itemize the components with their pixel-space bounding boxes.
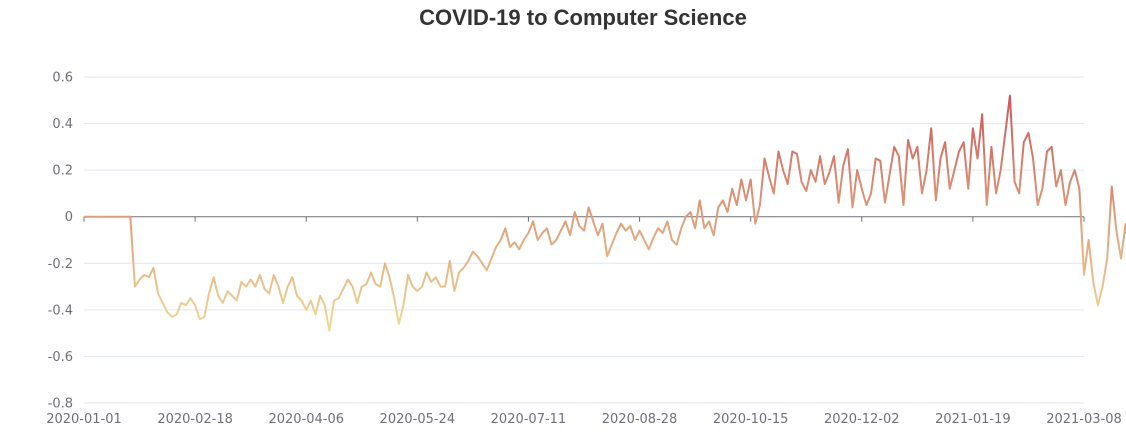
x-tick-label: 2021-01-19: [935, 412, 1011, 427]
y-tick-label: -0.8: [48, 397, 73, 412]
x-tick-label: 2020-02-18: [157, 412, 233, 427]
y-tick-label: -0.6: [48, 350, 73, 365]
series-group: [84, 94, 1126, 332]
y-tick-label: -0.2: [48, 257, 73, 272]
x-tick-label: 2021-03-08: [1046, 412, 1122, 427]
chart-title: COVID-19 to Computer Science: [419, 5, 747, 30]
y-tick-label: 0.2: [52, 164, 73, 179]
x-tick-label: 2020-10-15: [713, 412, 789, 427]
x-tick-label: 2020-08-28: [602, 412, 678, 427]
x-axis: 2020-01-01 2020-02-18 2020-04-06 2020-05-24…: [46, 216, 1122, 427]
x-tick-label: 2020-01-01: [46, 412, 122, 427]
grid-lines: [84, 76, 1084, 404]
y-tick-label: 0: [65, 210, 73, 225]
y-axis: -0.8 -0.6 -0.4 -0.2 0 0.2 0.4 0.6: [48, 71, 73, 412]
x-tick-label: 2020-05-24: [380, 412, 456, 427]
x-tick-label: 2020-04-06: [268, 412, 344, 427]
series-line-0: [84, 94, 1126, 332]
y-tick-label: -0.4: [48, 303, 73, 318]
x-tick-label: 2020-07-11: [491, 412, 567, 427]
y-tick-label: 0.4: [52, 117, 73, 132]
y-tick-label: 0.6: [52, 71, 73, 86]
x-tick-label: 2020-12-02: [824, 412, 900, 427]
